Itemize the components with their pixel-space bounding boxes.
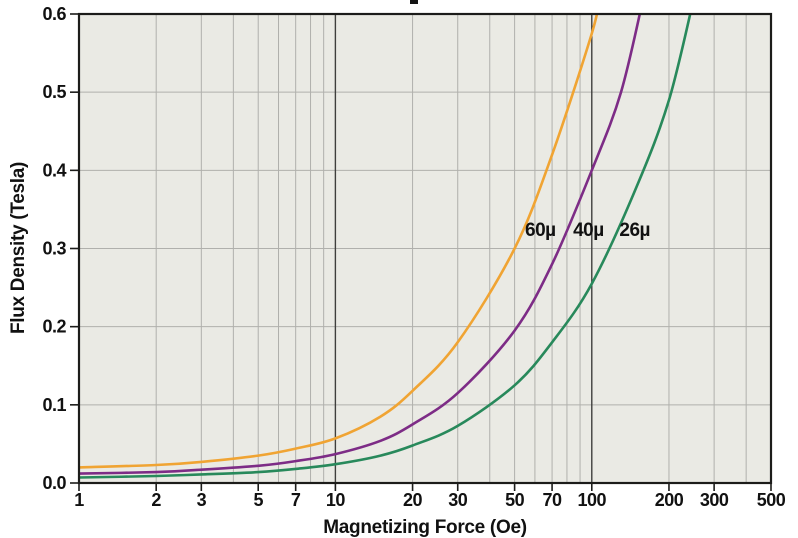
x-tick-label-200: 200 (655, 490, 684, 510)
curve-label-40u: 40µ (573, 220, 604, 241)
x-tick-label-100: 100 (578, 490, 607, 510)
x-tick-label-30: 30 (448, 490, 468, 510)
x-axis-title: Magnetizing Force (Oe) (323, 517, 526, 538)
y-tick-label-0.2: 0.2 (42, 317, 66, 337)
curve-40u (79, 14, 642, 475)
x-tick-label-300: 300 (700, 490, 729, 510)
x-tick-label-20: 20 (403, 490, 423, 510)
x-tick-label-10: 10 (326, 490, 346, 510)
y-tick-label-0.4: 0.4 (42, 160, 66, 180)
x-tick-label-5: 5 (253, 490, 263, 510)
y-tick-label-0.5: 0.5 (42, 82, 66, 102)
x-tick-label-500: 500 (757, 490, 786, 510)
y-tick-label-0.1: 0.1 (42, 395, 66, 415)
x-tick-label-50: 50 (505, 490, 525, 510)
curve-label-60u: 60µ (525, 220, 556, 241)
y-tick-label-0: 0.0 (42, 473, 66, 493)
x-tick-label-7: 7 (291, 490, 301, 510)
y-tick-label-0.6: 0.6 (42, 4, 66, 24)
curve-26u (79, 14, 692, 479)
axis-tick-labels: 1 2 3 5 7 10 20 30 50 70 100 200 300 500 0.0 0.1 0.2 0.3 0… (42, 4, 786, 510)
y-axis-title: Flux Density (Tesla) (8, 162, 29, 334)
curve-60u (79, 14, 599, 469)
y-tick-label-0.3: 0.3 (42, 239, 66, 259)
curve-label-26u: 26µ (619, 220, 650, 241)
x-tick-label-70: 70 (543, 490, 563, 510)
data-curves (79, 14, 692, 479)
cropped-title-fragment (410, 0, 418, 4)
x-tick-label-3: 3 (197, 490, 207, 510)
x-tick-label-2: 2 (151, 490, 161, 510)
axis-ticks (70, 13, 772, 491)
x-tick-label-1: 1 (74, 490, 84, 510)
curve-labels: 60µ 40µ 26µ (525, 220, 650, 241)
